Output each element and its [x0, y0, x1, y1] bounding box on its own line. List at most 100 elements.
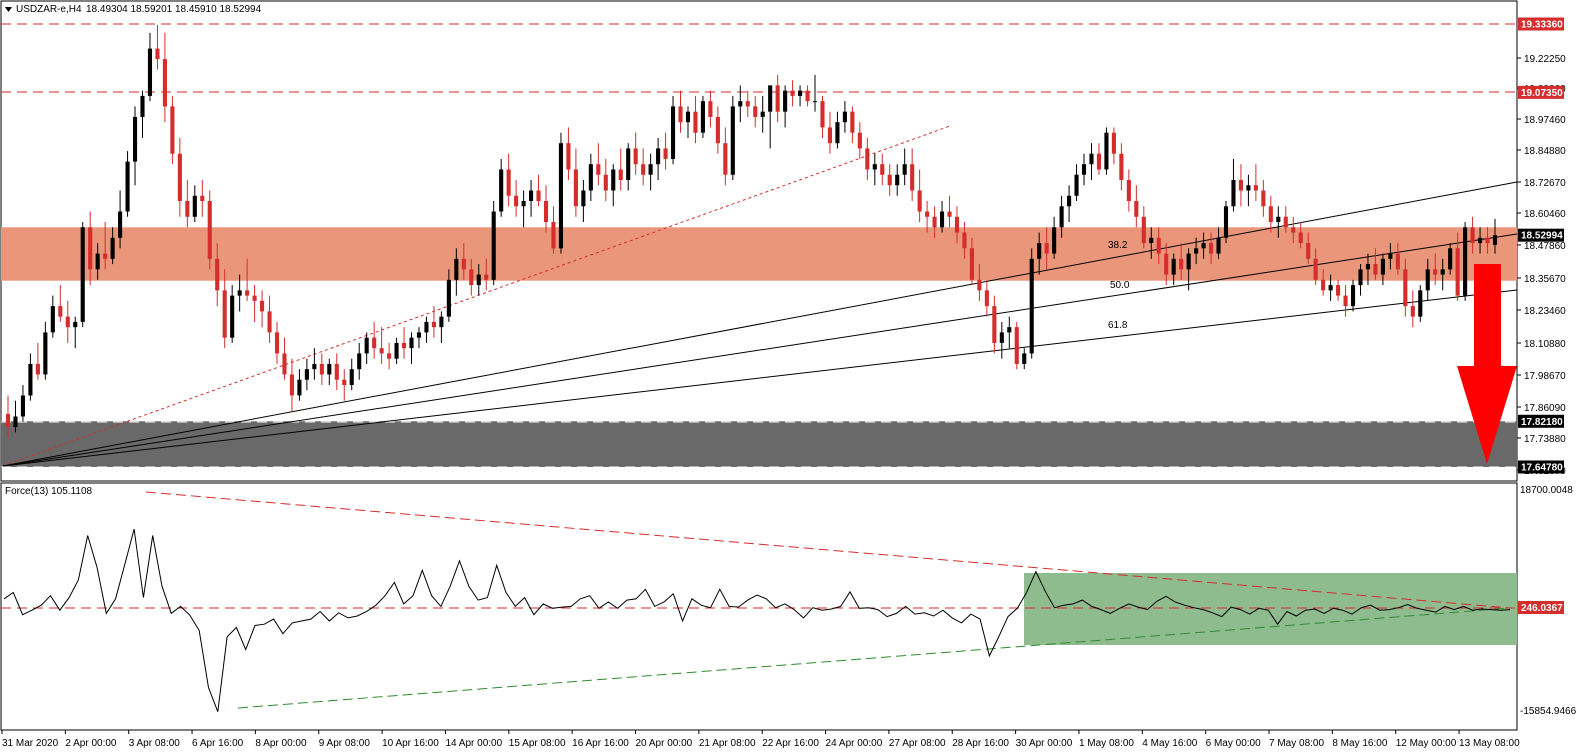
candle	[835, 111, 840, 149]
candle	[327, 358, 332, 385]
candle	[5, 395, 11, 438]
candle	[596, 143, 601, 186]
candle	[297, 369, 302, 401]
candle-body	[1425, 269, 1430, 291]
candle	[20, 384, 25, 422]
candle-body	[685, 111, 691, 123]
candle	[745, 90, 750, 117]
candle	[656, 137, 661, 180]
candle	[409, 332, 414, 364]
candle	[925, 201, 930, 233]
candle-body	[484, 274, 489, 280]
candle	[207, 190, 212, 270]
price-tick-label: 19.22250	[1524, 54, 1566, 65]
candle	[581, 179, 586, 223]
candle-body	[850, 111, 855, 133]
candle	[312, 348, 317, 380]
candle	[1440, 258, 1445, 291]
candle-body	[237, 290, 242, 296]
candle-body	[118, 211, 123, 238]
candle-body	[1201, 243, 1206, 249]
candle-body	[1208, 243, 1214, 254]
candle-body	[200, 195, 205, 202]
candle-body	[1134, 201, 1139, 217]
candle	[1261, 179, 1266, 217]
candle-body	[222, 290, 227, 338]
candle	[1418, 285, 1423, 322]
candle	[289, 358, 295, 412]
candle-body	[1268, 206, 1273, 223]
candle-body	[1246, 185, 1251, 191]
candle	[282, 337, 287, 380]
candle-body	[103, 253, 108, 259]
candle-body	[1141, 216, 1146, 244]
candle-body	[1470, 227, 1475, 244]
price-tag-text: 19.07350	[1521, 88, 1563, 99]
collapse-triangle-icon[interactable]	[5, 7, 12, 12]
candle-body	[43, 332, 48, 375]
candle-body	[827, 127, 833, 144]
candle-body	[1194, 248, 1199, 254]
fib-label-38-2: 38.2	[1108, 240, 1128, 251]
candle	[977, 264, 982, 301]
candle-body	[50, 306, 55, 333]
candle-body	[1253, 185, 1258, 191]
candle-body	[162, 59, 167, 107]
candle	[28, 353, 33, 401]
candle	[798, 85, 803, 107]
candle	[237, 274, 242, 312]
candle	[618, 148, 623, 191]
candle	[125, 151, 130, 217]
candle	[1156, 227, 1161, 265]
time-tick-label: 16 Apr 16:00	[572, 738, 629, 749]
candle-body	[1119, 153, 1124, 180]
candle-body	[618, 169, 623, 180]
candle	[693, 95, 698, 144]
candle-body	[566, 143, 571, 170]
candle	[775, 74, 780, 123]
candle	[379, 327, 384, 364]
candle	[842, 101, 847, 133]
candle	[939, 201, 945, 233]
candle-body	[543, 201, 549, 223]
candle-body	[857, 132, 862, 149]
candle	[1067, 185, 1072, 223]
candle-body	[1052, 227, 1057, 254]
candle	[349, 358, 354, 391]
candle-body	[1171, 258, 1176, 275]
candle-body	[1014, 327, 1019, 364]
price-tag	[1518, 460, 1564, 474]
candle	[730, 95, 735, 180]
candle	[1223, 201, 1229, 244]
time-tick-label: 2 Apr 00:00	[65, 738, 117, 749]
candle	[760, 95, 765, 133]
candle-body	[267, 311, 272, 333]
candle-body	[1455, 248, 1460, 296]
candle	[132, 106, 138, 186]
candle-body	[514, 195, 519, 207]
candle-body	[992, 306, 997, 343]
candle	[65, 300, 70, 343]
force-index-line	[3, 528, 1511, 712]
candle-body	[880, 164, 885, 175]
time-tick-label: 12 May 00:00	[1396, 738, 1457, 749]
time-tick-label: 1 May 08:00	[1079, 738, 1134, 749]
candle	[58, 285, 63, 322]
candle	[118, 190, 123, 249]
candle	[401, 327, 407, 359]
candle	[110, 227, 115, 265]
candle	[529, 179, 534, 217]
time-tick-label: 10 Apr 16:00	[382, 738, 439, 749]
candle-body	[1410, 306, 1415, 317]
candle-body	[342, 379, 347, 385]
candle	[334, 353, 339, 391]
candle	[573, 148, 578, 217]
candle	[708, 90, 713, 128]
price-axis: 19.2225019.0986018.9746018.8488018.72670…	[1517, 54, 1566, 477]
time-tick-label: 22 Apr 16:00	[762, 738, 819, 749]
candle-body	[73, 321, 78, 328]
candle-body	[588, 164, 593, 191]
candle	[1485, 227, 1490, 254]
candle	[1111, 127, 1116, 165]
candle	[274, 321, 280, 364]
